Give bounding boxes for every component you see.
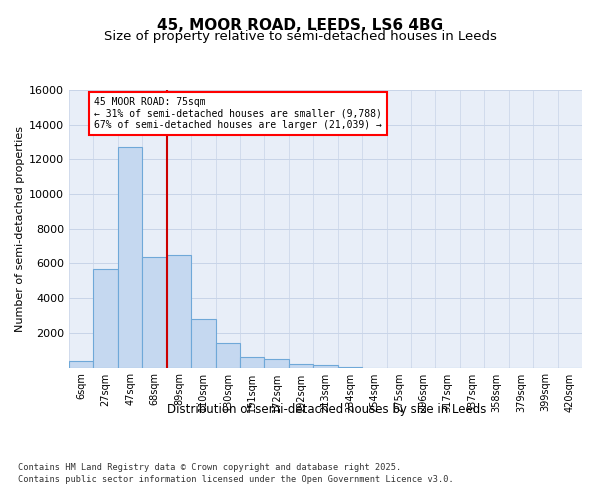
Y-axis label: Number of semi-detached properties: Number of semi-detached properties	[15, 126, 25, 332]
Bar	[142, 256, 167, 368]
Bar	[313, 365, 338, 368]
Bar	[118, 147, 142, 368]
Bar	[69, 360, 94, 368]
Bar	[167, 255, 191, 368]
Bar	[215, 343, 240, 367]
Bar	[338, 366, 362, 368]
Bar	[240, 357, 265, 368]
Bar	[94, 268, 118, 368]
Text: Contains public sector information licensed under the Open Government Licence v3: Contains public sector information licen…	[18, 475, 454, 484]
Bar	[289, 364, 313, 368]
Bar	[265, 359, 289, 368]
Bar	[191, 319, 215, 368]
Text: Contains HM Land Registry data © Crown copyright and database right 2025.: Contains HM Land Registry data © Crown c…	[18, 462, 401, 471]
Text: Distribution of semi-detached houses by size in Leeds: Distribution of semi-detached houses by …	[167, 402, 487, 415]
Text: 45, MOOR ROAD, LEEDS, LS6 4BG: 45, MOOR ROAD, LEEDS, LS6 4BG	[157, 18, 443, 32]
Text: 45 MOOR ROAD: 75sqm
← 31% of semi-detached houses are smaller (9,788)
67% of sem: 45 MOOR ROAD: 75sqm ← 31% of semi-detach…	[94, 97, 382, 130]
Text: Size of property relative to semi-detached houses in Leeds: Size of property relative to semi-detach…	[104, 30, 496, 43]
